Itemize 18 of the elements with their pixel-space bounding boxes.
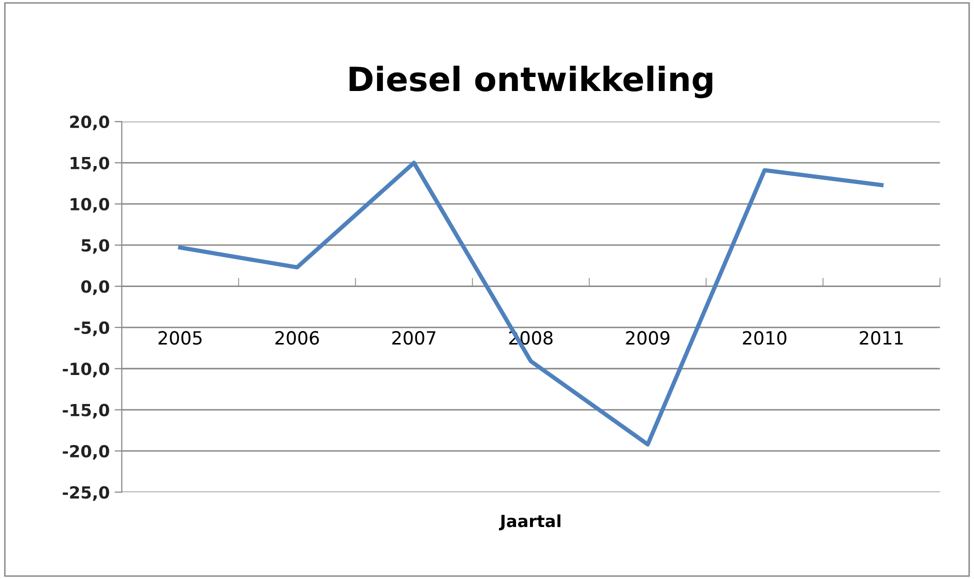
y-tick-label: 5,0 <box>82 239 110 254</box>
x-tick-label: 2009 <box>626 331 670 345</box>
x-tick-label: 2010 <box>742 331 786 345</box>
x-axis-title: Jaartal <box>498 514 560 530</box>
x-tick-label: 2006 <box>275 331 319 345</box>
y-tick-label: -5,0 <box>74 321 110 336</box>
y-tick-label: -25,0 <box>62 486 110 501</box>
y-tick-label: 0,0 <box>81 280 110 295</box>
x-tick-label: 2007 <box>392 331 436 345</box>
y-tick-label: 15,0 <box>70 156 110 172</box>
y-tick-label: -15,0 <box>62 404 110 419</box>
y-tick-label: -10,0 <box>62 362 110 378</box>
x-tick-label: 2011 <box>860 331 903 345</box>
y-tick-label: -20,0 <box>62 444 110 460</box>
y-tick-label: 20,0 <box>70 116 110 130</box>
x-tick-label: 2005 <box>158 331 202 345</box>
y-tick-label: 10,0 <box>70 198 110 213</box>
chart-title: Diesel ontwikkeling <box>350 66 712 98</box>
